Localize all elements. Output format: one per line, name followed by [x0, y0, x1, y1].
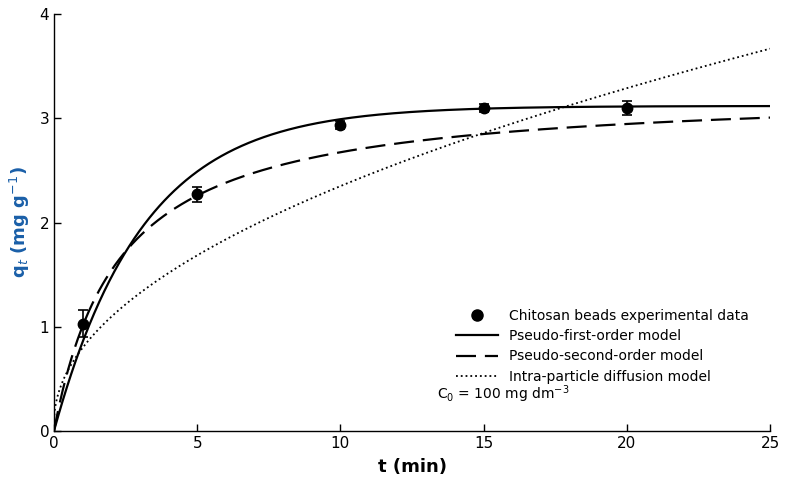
Y-axis label: q$_{t}$ (mg g$^{-1}$): q$_{t}$ (mg g$^{-1}$): [9, 166, 32, 278]
Legend: Chitosan beads experimental data, Pseudo-first-order model, Pseudo-second-order : Chitosan beads experimental data, Pseudo…: [449, 302, 756, 391]
X-axis label: t (min): t (min): [377, 458, 447, 476]
Text: C$_0$ = 100 mg dm$^{-3}$: C$_0$ = 100 mg dm$^{-3}$: [437, 383, 570, 405]
